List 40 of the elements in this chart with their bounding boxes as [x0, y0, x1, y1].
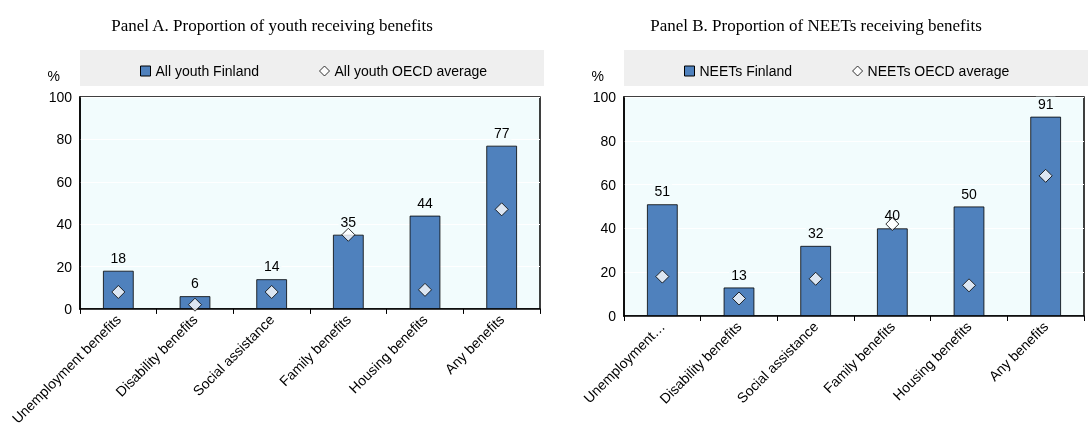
y-axis-title: %: [591, 68, 604, 84]
legend-label: All youth OECD average: [334, 63, 488, 79]
y-tick-label: 80: [56, 131, 73, 148]
y-tick-label: 40: [56, 216, 73, 233]
y-tick-label: 20: [600, 264, 617, 281]
point: [1038, 168, 1053, 183]
y-tick-label: 60: [56, 173, 73, 190]
point: [341, 227, 356, 242]
y-tick-label: 100: [48, 89, 73, 105]
point: [962, 278, 976, 293]
data-label: 18: [110, 249, 127, 266]
point: [188, 297, 202, 312]
point: [418, 282, 432, 297]
data-label: 50: [961, 185, 977, 202]
data-label: 35: [340, 213, 357, 230]
point: [494, 202, 509, 217]
data-label: 77: [493, 124, 510, 141]
y-tick-label: 40: [600, 220, 617, 237]
legend-label: NEETs Finland: [699, 63, 793, 79]
legend-label: All youth Finland: [155, 63, 260, 79]
y-tick-label: 20: [56, 258, 73, 275]
data-label: 91: [1037, 95, 1054, 112]
point: [808, 271, 823, 286]
y-tick-label: 60: [600, 176, 617, 193]
legend-label: NEETs OECD average: [867, 63, 1010, 79]
y-axis-title: %: [47, 68, 60, 84]
data-label: 40: [884, 207, 901, 224]
data-label: 44: [417, 194, 433, 211]
y-tick-label: 80: [600, 132, 617, 149]
data-label: 14: [263, 258, 280, 275]
y-tick-label: 100: [592, 89, 617, 105]
chart-title: Panel B. Proportion of NEETs receiving benefits: [650, 16, 982, 35]
data-label: 32: [807, 224, 824, 241]
data-label: 51: [654, 183, 671, 200]
data-label: 13: [731, 266, 747, 283]
point: [655, 269, 670, 284]
y-tick-label: 0: [64, 300, 73, 317]
chart-title: Panel A. Proportion of youth receiving benefits: [111, 16, 433, 35]
data-label: 6: [191, 275, 200, 292]
y-tick-label: 0: [608, 308, 617, 324]
